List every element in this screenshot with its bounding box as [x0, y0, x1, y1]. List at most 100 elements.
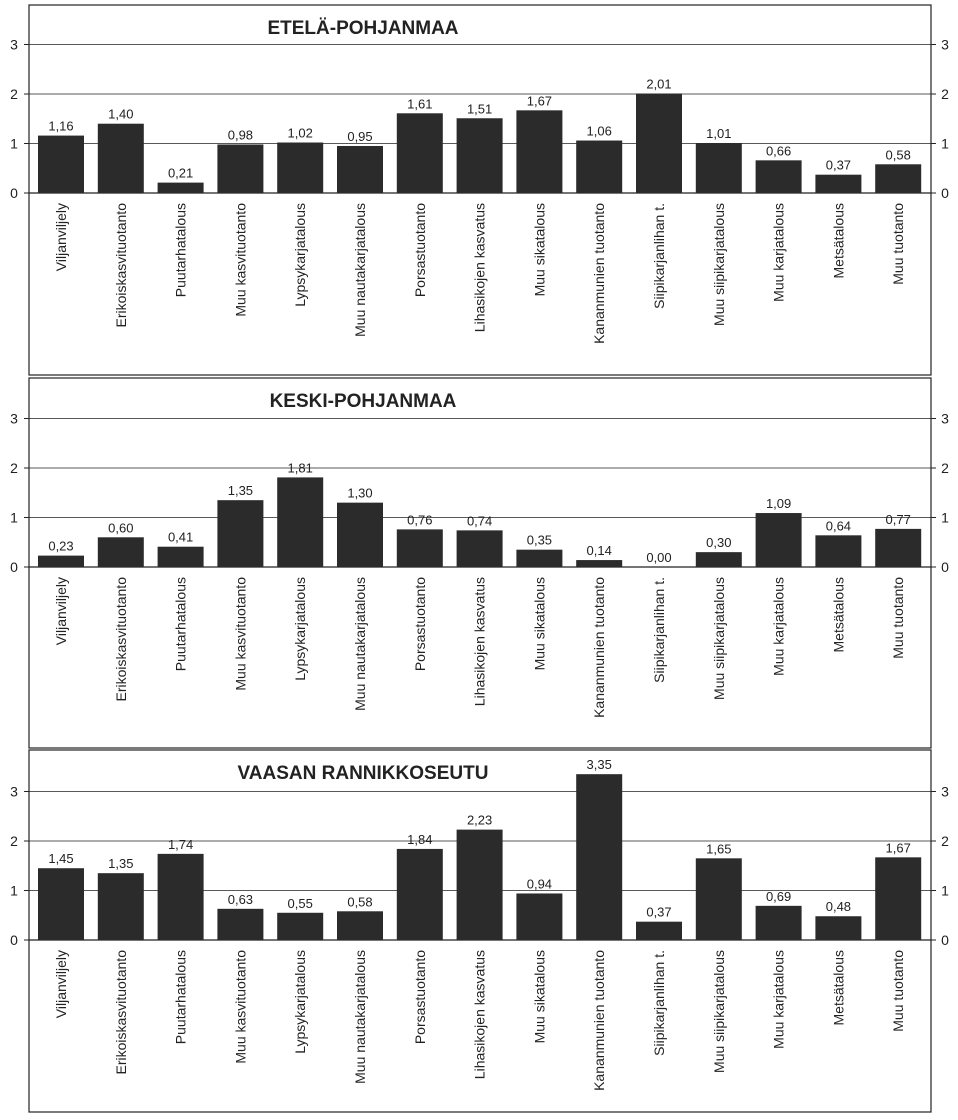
- bar: [875, 857, 922, 940]
- category-label: Kananmunien tuotanto: [591, 950, 607, 1091]
- category-label: Muu karjatalous: [771, 950, 787, 1049]
- category-label: Lihasikojen kasvatus: [472, 950, 488, 1079]
- bar: [337, 911, 383, 940]
- bar: [875, 528, 922, 567]
- bar-value-label: 0,37: [826, 158, 851, 173]
- bar: [277, 912, 324, 940]
- bar: [396, 529, 443, 567]
- y-tick-label-left: 0: [10, 932, 18, 948]
- y-tick-label-right: 3: [941, 37, 949, 53]
- bar: [755, 160, 802, 193]
- bar: [636, 921, 682, 940]
- bar: [815, 535, 862, 567]
- bar: [456, 829, 503, 940]
- category-label: Erikoiskasvituotanto: [113, 203, 129, 328]
- bar: [576, 774, 623, 940]
- bar: [396, 113, 443, 193]
- category-label: Porsastuotanto: [412, 203, 428, 297]
- y-tick-label-left: 3: [10, 37, 18, 53]
- bar-value-label: 2,23: [467, 813, 492, 828]
- y-tick-label-left: 2: [10, 833, 18, 849]
- category-label: Muu tuotanto: [890, 203, 906, 285]
- bar-value-label: 0,14: [587, 543, 612, 558]
- category-label: Metsätalous: [830, 203, 846, 278]
- category-label: Lypsykarjatalous: [292, 577, 308, 681]
- bar-value-label: 0,66: [766, 143, 791, 158]
- bar-value-label: 0,35: [527, 533, 552, 548]
- bar: [97, 537, 144, 567]
- category-label: Kananmunien tuotanto: [591, 203, 607, 344]
- bar-value-label: 0,30: [706, 535, 731, 550]
- y-tick-label-right: 1: [941, 510, 949, 526]
- bar-value-label: 0,77: [886, 512, 911, 527]
- bar: [217, 908, 264, 940]
- y-tick-label-left: 3: [10, 411, 18, 427]
- category-label: Viljanviljely: [53, 577, 69, 645]
- y-tick-label-right: 1: [941, 136, 949, 152]
- chart-title: KESKI-POHJANMAA: [270, 391, 457, 412]
- bar: [157, 853, 204, 940]
- category-label: Muu kasvituotanto: [232, 950, 248, 1064]
- bar-value-label: 0,69: [766, 889, 791, 904]
- bar-value-label: 0,58: [347, 894, 372, 909]
- bar-value-label: 1,01: [706, 126, 731, 141]
- bar-value-label: 1,65: [706, 841, 731, 856]
- bar: [815, 916, 862, 940]
- bar-value-label: 0,98: [228, 127, 253, 142]
- y-tick-label-right: 3: [941, 411, 949, 427]
- bar-value-label: 1,09: [766, 496, 791, 511]
- category-label: Metsätalous: [830, 577, 846, 652]
- category-label: Viljanviljely: [53, 203, 69, 271]
- bar-value-label: 1,06: [587, 124, 612, 139]
- bar: [576, 560, 623, 567]
- bar: [456, 118, 503, 193]
- y-tick-label-right: 0: [941, 185, 949, 201]
- category-label: Siipikarjanlihan t.: [651, 577, 667, 683]
- y-tick-label-right: 0: [941, 559, 949, 575]
- bar: [38, 555, 84, 567]
- bar-value-label: 1,61: [407, 96, 432, 111]
- bar: [755, 513, 802, 567]
- category-label: Lihasikojen kasvatus: [472, 577, 488, 706]
- category-label: Puutarhatalous: [173, 203, 189, 297]
- category-label: Kananmunien tuotanto: [591, 577, 607, 718]
- y-tick-label-left: 1: [10, 136, 18, 152]
- category-label: Siipikarjanlihan t.: [651, 950, 667, 1056]
- bar: [337, 145, 383, 193]
- bar: [576, 140, 623, 193]
- bar: [38, 868, 84, 940]
- y-tick-label-left: 3: [10, 784, 18, 800]
- bar: [695, 552, 742, 567]
- bar-value-label: 1,16: [48, 119, 73, 134]
- chart-title: VAASAN RANNIKKOSEUTU: [238, 763, 489, 784]
- y-tick-label-left: 1: [10, 510, 18, 526]
- bar: [217, 500, 264, 567]
- bar: [516, 549, 563, 567]
- y-tick-label-left: 1: [10, 883, 18, 899]
- bar-value-label: 1,51: [467, 101, 492, 116]
- category-label: Siipikarjanlihan t.: [651, 203, 667, 309]
- bar-value-label: 1,45: [48, 851, 73, 866]
- category-label: Muu sikatalous: [531, 950, 547, 1043]
- bar-value-label: 0,74: [467, 513, 492, 528]
- y-tick-label-right: 2: [941, 86, 949, 102]
- bar: [875, 164, 922, 193]
- category-label: Porsastuotanto: [412, 950, 428, 1044]
- category-label: Lypsykarjatalous: [292, 203, 308, 307]
- bar-value-label: 0,21: [168, 166, 193, 181]
- bar: [695, 143, 742, 193]
- bar: [636, 93, 682, 193]
- category-label: Erikoiskasvituotanto: [113, 577, 129, 702]
- category-label: Muu nautakarjatalous: [352, 203, 368, 337]
- category-label: Lihasikojen kasvatus: [472, 203, 488, 332]
- bar: [456, 530, 503, 567]
- y-tick-label-right: 0: [941, 932, 949, 948]
- bar: [396, 848, 443, 940]
- category-label: Porsastuotanto: [412, 577, 428, 671]
- category-label: Muu karjatalous: [771, 577, 787, 676]
- category-label: Muu kasvituotanto: [232, 577, 248, 691]
- y-tick-label-right: 1: [941, 883, 949, 899]
- y-tick-label-left: 0: [10, 559, 18, 575]
